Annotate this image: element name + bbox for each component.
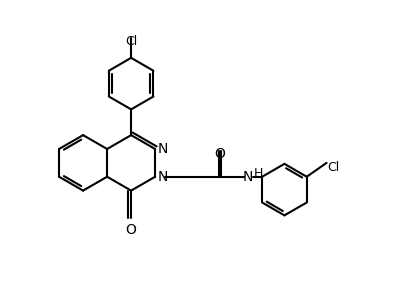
Text: N: N (157, 170, 168, 184)
Text: N: N (157, 142, 168, 156)
Text: Cl: Cl (125, 35, 137, 48)
Text: N: N (243, 170, 253, 184)
Text: O: O (126, 223, 137, 237)
Text: Cl: Cl (327, 161, 340, 174)
Text: H: H (254, 167, 264, 180)
Text: O: O (214, 147, 225, 161)
